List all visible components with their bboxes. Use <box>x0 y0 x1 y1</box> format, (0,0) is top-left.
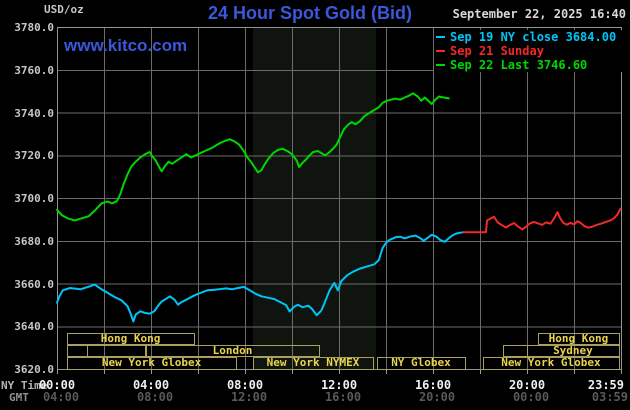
kitco-watermark-link[interactable]: www.kitco.com <box>64 36 188 55</box>
session-label: London <box>212 344 253 357</box>
gmt-axis-header: GMT <box>9 391 29 404</box>
y-axis-tick-label: 3660.0 <box>14 277 54 291</box>
gmt-tick-label: 20:00 <box>418 390 456 404</box>
session-label: NY Globex <box>391 356 451 369</box>
ny-time-tick-label: 08:00 <box>226 378 264 392</box>
legend-item: Sep 21 Sunday <box>434 44 630 58</box>
session-box <box>67 333 196 345</box>
session-label: Sydney <box>553 344 593 357</box>
legend-dash-icon <box>436 64 445 66</box>
price-line <box>56 92 450 222</box>
y-axis-tick-label: 3780.0 <box>14 21 54 34</box>
chart-title: 24 Hour Spot Gold (Bid) <box>208 3 412 23</box>
ny-time-tick-label: 20:00 <box>508 378 546 392</box>
gmt-tick-label: 00:00 <box>512 390 550 404</box>
gmt-tick-label: 16:00 <box>324 390 362 404</box>
ny-time-tick-label: 23:59 <box>587 378 624 392</box>
legend-label: Sep 22 Last 3746.60 <box>450 58 588 72</box>
legend-dash-icon <box>436 36 445 38</box>
session-box <box>377 357 466 370</box>
y-axis-tick-label: 3720.0 <box>14 149 54 163</box>
legend-item: Sep 22 Last 3746.60 <box>434 58 630 72</box>
ny-time-axis-header: NY Time <box>1 379 48 392</box>
y-axis-tick-label: 3700.0 <box>14 192 54 205</box>
gmt-tick-label: 08:00 <box>136 390 174 404</box>
gmt-tick-label: 03:59 <box>591 390 628 404</box>
gridlines <box>57 27 622 374</box>
session-box <box>67 357 238 370</box>
session-boxes <box>67 333 620 370</box>
y-axis-tick-label: 3740.0 <box>14 106 54 120</box>
session-label: Hong Kong <box>548 332 609 345</box>
chart-legend: Sep 19 NY close 3684.00 Sep 21 Sunday Sep … <box>434 30 630 72</box>
legend-item: Sep 19 NY close 3684.00 <box>434 30 630 44</box>
session-box <box>87 345 146 357</box>
legend-label: Sep 19 NY close 3684.00 <box>450 30 617 44</box>
session-box <box>527 345 620 357</box>
session-label: Hong Kong <box>100 332 161 345</box>
session-box <box>67 345 89 357</box>
ny-time-tick-label: 12:00 <box>320 378 358 392</box>
y-axis-tick-label: 3760.0 <box>14 63 54 77</box>
session-box <box>538 333 620 345</box>
legend-label: Sep 21 Sunday <box>450 44 544 58</box>
y-axis-tick-label: 3620.0 <box>14 363 54 376</box>
gmt-tick-label: 12:00 <box>230 390 268 404</box>
session-label: New York NYMEX <box>266 356 360 369</box>
y-axis-tick-label: 3680.0 <box>14 234 54 248</box>
legend-dash-icon <box>436 50 445 52</box>
session-label: New York Globex <box>501 356 601 369</box>
price-line <box>56 231 465 323</box>
ny-time-tick-label: 04:00 <box>132 378 170 392</box>
ny-time-tick-label: 00:00 <box>38 378 76 392</box>
chart-datetime: September 22, 2025 16:40 <box>452 7 626 21</box>
gmt-tick-label: 04:00 <box>42 390 80 404</box>
session-label: New York Globex <box>101 356 202 369</box>
y-axis-units-label: USD/oz <box>44 3 84 16</box>
price-line <box>462 207 622 234</box>
session-box <box>252 357 375 370</box>
session-box <box>146 345 321 357</box>
ny-time-tick-label: 16:00 <box>414 378 452 392</box>
session-box <box>503 345 528 357</box>
y-axis-tick-label: 3640.0 <box>14 320 54 334</box>
session-box <box>483 357 620 370</box>
